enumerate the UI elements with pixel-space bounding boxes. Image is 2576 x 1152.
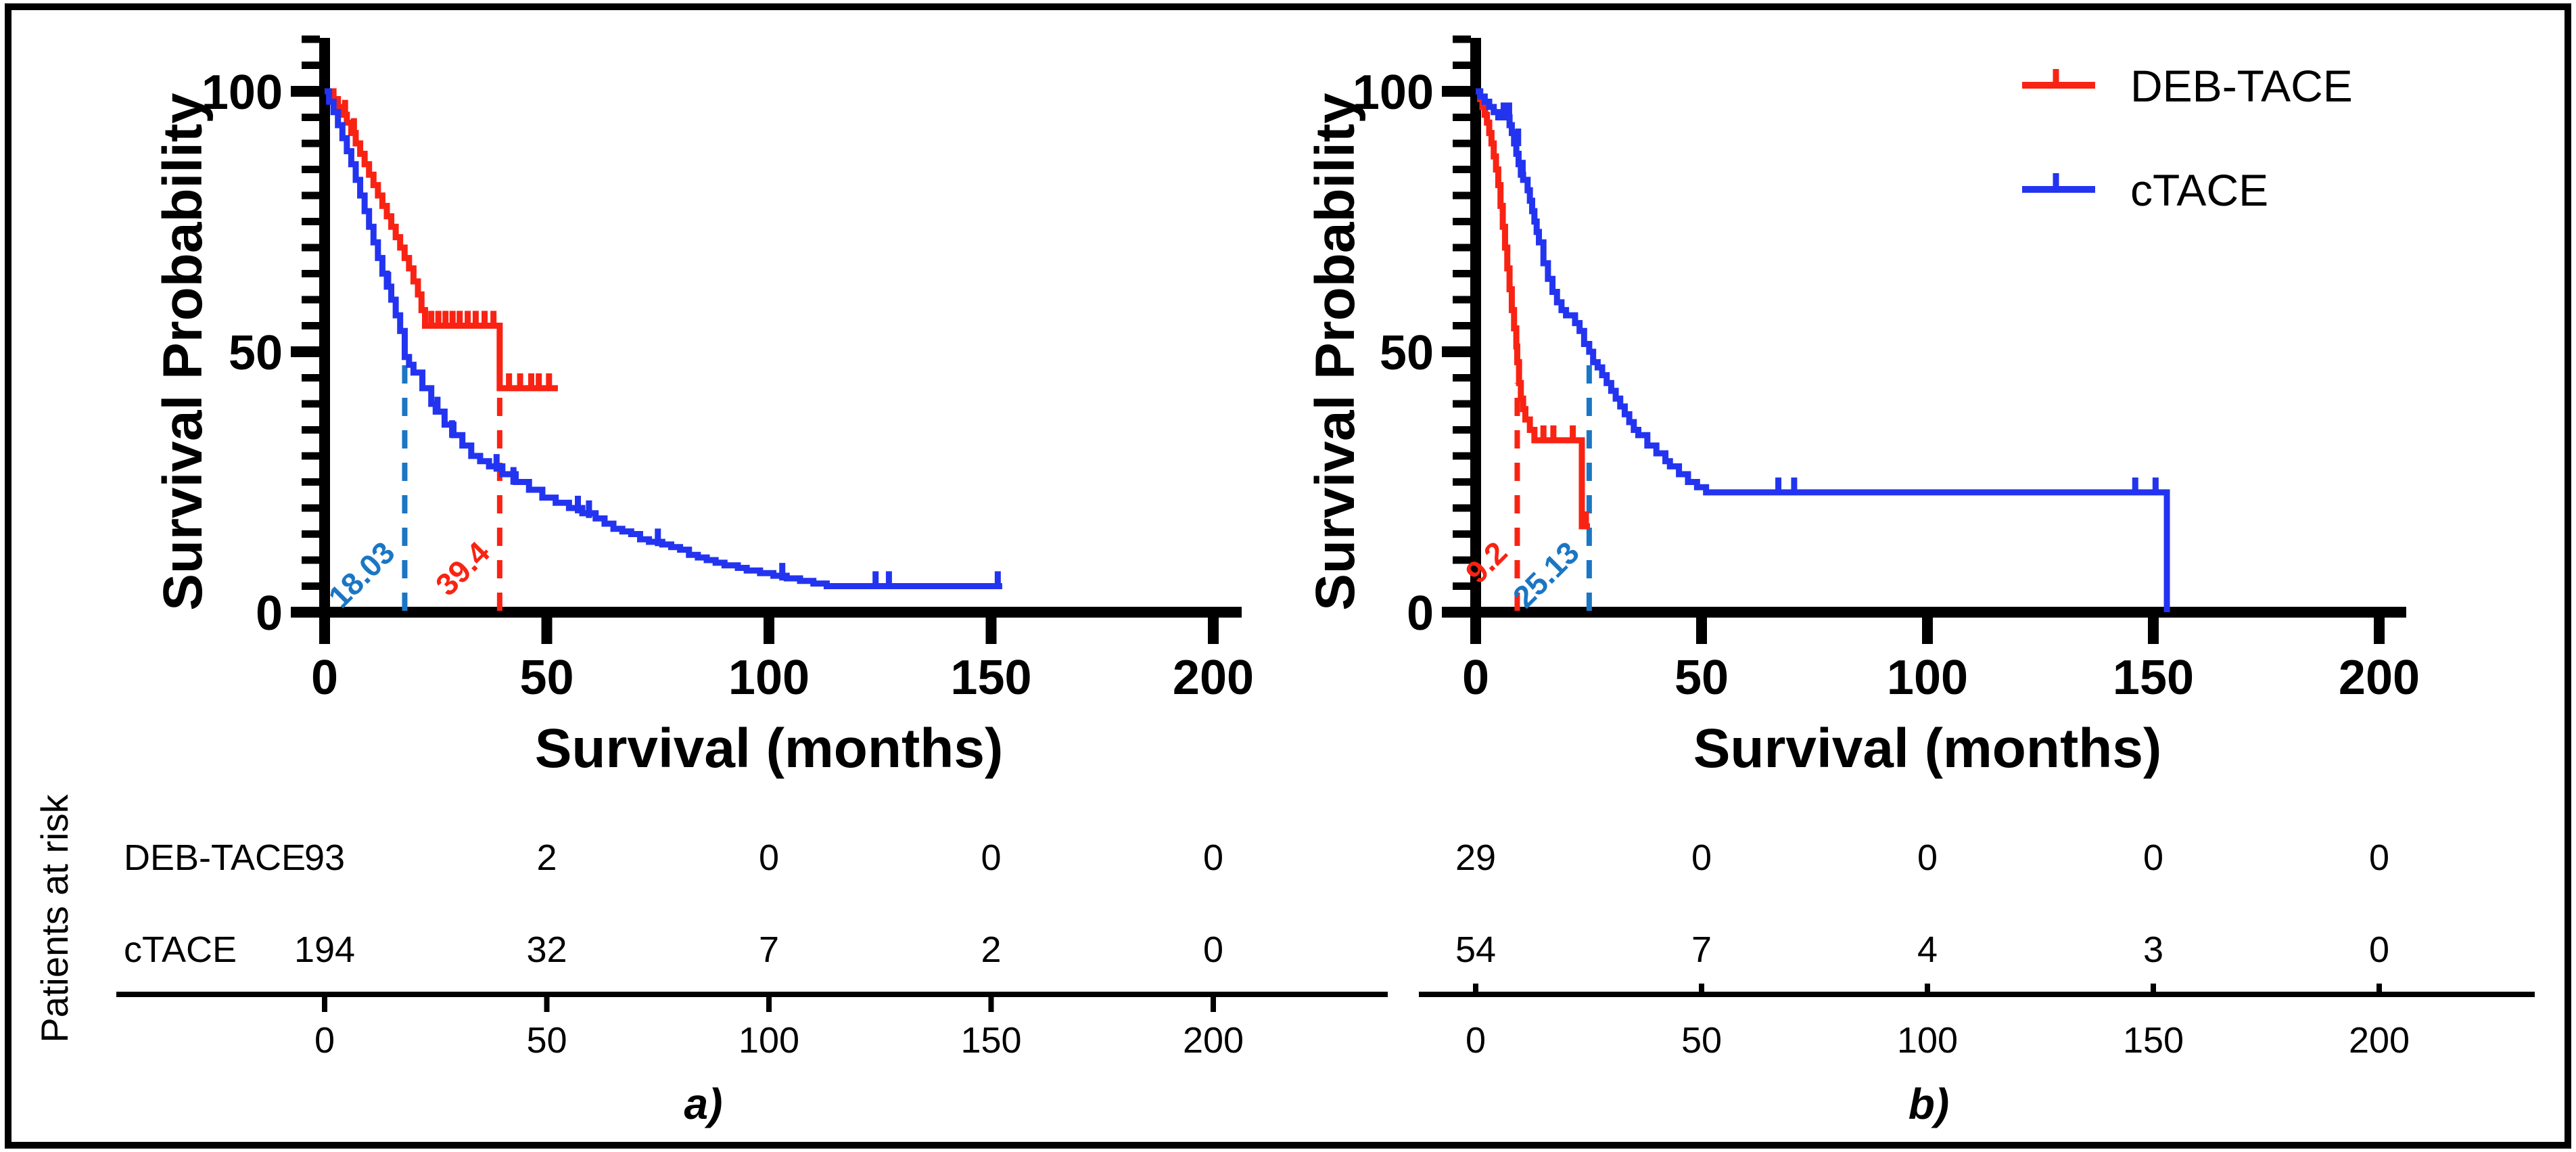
y-tick-label: 50 [1380,326,1434,380]
risk-value: 0 [1203,929,1223,970]
patients-at-risk-label: Patients at risk [33,793,76,1042]
risk-value: 7 [1691,929,1712,970]
x-tick-label: 150 [2113,651,2194,705]
x-tick-label: 100 [1887,651,1968,705]
risk-value: 29 [1455,837,1496,878]
median-annotation-deb-tace: 9.2 [1459,534,1514,590]
y-tick-label: 100 [202,66,283,120]
km-curve-ctace [325,88,1002,589]
risk-axis-label: 0 [314,1020,335,1061]
risk-axis-label: 200 [1183,1020,1244,1061]
y-tick-label: 0 [256,586,283,641]
risk-axis-label: 200 [2349,1020,2410,1061]
risk-axis-label: 150 [960,1020,1021,1061]
x-axis-title: Survival (months) [535,718,1004,779]
x-tick-label: 200 [2339,651,2420,705]
figure-border [5,3,2571,1149]
y-tick-label: 50 [229,326,283,380]
risk-value: 0 [1203,837,1223,878]
risk-value: 0 [2369,929,2389,970]
risk-value: 0 [2143,837,2163,878]
km-curve-deb-tace [325,88,558,392]
x-axis-title: Survival (months) [1693,718,2162,779]
risk-value: 2 [536,837,557,878]
x-tick-label: 50 [519,651,573,705]
km-curve-deb-tace [1476,88,1590,530]
risk-value: 3 [2143,929,2163,970]
median-annotation-ctace: 18.03 [321,534,401,614]
median-annotation-deb-tace: 39.4 [429,534,496,602]
risk-value: 54 [1455,929,1496,970]
risk-value: 93 [304,837,345,878]
risk-value: 194 [294,929,355,970]
legend-label: cTACE [2130,165,2268,215]
risk-value: 7 [759,929,779,970]
km-curve-ctace [1476,88,2170,612]
risk-value: 32 [526,929,567,970]
y-tick-label: 100 [1353,66,1434,120]
y-axis-title: Survival Probability [152,93,214,611]
risk-value: 0 [1691,837,1712,878]
risk-axis-label: 0 [1466,1020,1486,1061]
x-tick-label: 0 [1462,651,1489,705]
risk-value: 0 [1917,837,1938,878]
risk-value: 2 [981,929,1001,970]
risk-value: 0 [2369,837,2389,878]
risk-value: 0 [759,837,779,878]
panel-label: a) [684,1080,723,1128]
risk-axis-label: 150 [2123,1020,2184,1061]
x-tick-label: 50 [1675,651,1729,705]
panel-label: b) [1908,1080,1949,1128]
legend-label: DEB-TACE [2130,61,2353,111]
y-axis-title: Survival Probability [1305,93,1366,611]
risk-value: 4 [1917,929,1938,970]
x-tick-label: 200 [1173,651,1254,705]
risk-row-label: cTACE [124,929,237,970]
y-tick-label: 0 [1407,586,1434,641]
risk-axis-label: 50 [1681,1020,1722,1061]
risk-value: 0 [981,837,1001,878]
risk-row-label: DEB-TACE [124,837,306,878]
risk-axis-label: 50 [526,1020,567,1061]
x-tick-label: 150 [950,651,1031,705]
x-tick-label: 100 [728,651,810,705]
risk-axis-label: 100 [1897,1020,1958,1061]
x-tick-label: 0 [311,651,338,705]
risk-axis-label: 100 [739,1020,799,1061]
